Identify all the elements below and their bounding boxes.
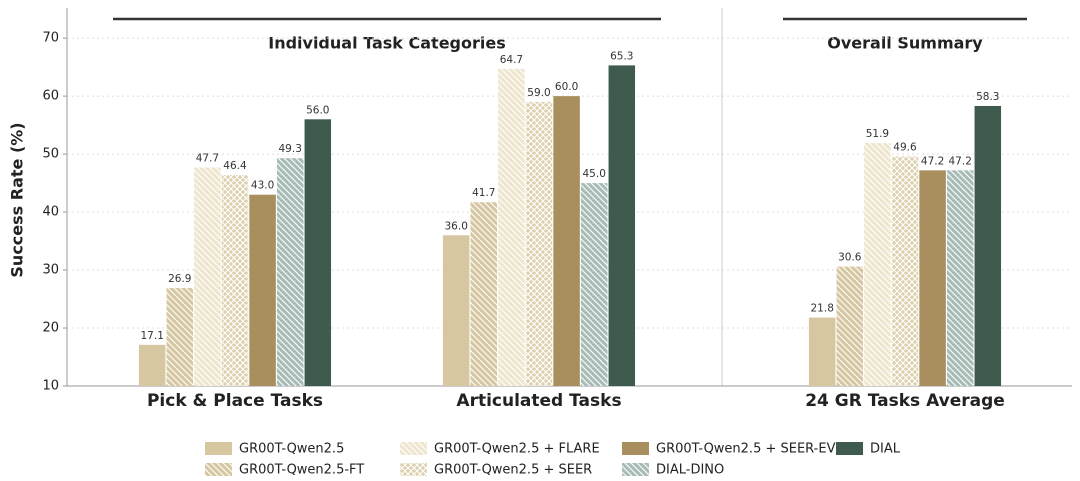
bar	[553, 96, 580, 387]
value-label: 26.9	[168, 273, 191, 285]
y-tick-label: 60	[42, 89, 59, 104]
bar	[221, 174, 249, 386]
value-label: 58.3	[976, 91, 999, 103]
legend-swatch	[205, 463, 232, 476]
bar	[276, 158, 304, 386]
legend-swatch	[622, 463, 649, 476]
value-label: 60.0	[555, 81, 578, 93]
bar	[580, 183, 608, 386]
legend-label: GR00T-Qwen2.5 + SEER-EV	[656, 442, 836, 457]
value-label: 17.1	[141, 330, 164, 342]
x-tick-label: 24 GR Tasks Average	[805, 391, 1005, 411]
legend-label: GR00T-Qwen2.5 + SEER	[434, 463, 592, 478]
value-label: 65.3	[610, 50, 633, 62]
bar	[166, 288, 194, 386]
legend-swatch	[836, 442, 863, 455]
x-tick-label: Pick & Place Tasks	[147, 391, 323, 411]
section-title: Overall Summary	[827, 34, 983, 53]
value-label: 56.0	[306, 104, 329, 116]
legend-label: GR00T-Qwen2.5-FT	[239, 463, 364, 478]
value-label: 36.0	[445, 220, 468, 232]
bar	[808, 317, 836, 386]
legend-swatch	[622, 442, 649, 455]
y-axis-label: Success Rate (%)	[8, 122, 27, 277]
value-label: 21.8	[811, 303, 834, 315]
y-tick-label: 10	[42, 379, 59, 394]
value-label: 49.6	[893, 141, 917, 153]
legend-swatch	[205, 442, 232, 455]
value-label: 45.0	[583, 168, 606, 180]
bar	[249, 194, 276, 386]
value-label: 64.7	[500, 54, 523, 66]
bar	[608, 65, 636, 387]
bar	[498, 68, 525, 386]
value-label: 30.6	[838, 252, 862, 264]
y-tick-label: 40	[42, 205, 59, 220]
legend-label: GR00T-Qwen2.5 + FLARE	[434, 442, 600, 457]
bar	[525, 101, 553, 387]
legend-label: GR00T-Qwen2.5	[239, 442, 344, 457]
legend-swatch	[400, 463, 427, 476]
value-label: 41.7	[472, 187, 495, 199]
y-tick-label: 50	[42, 147, 59, 162]
y-tick-label: 20	[42, 321, 59, 336]
bar	[864, 143, 891, 386]
bar	[194, 167, 221, 386]
legend-swatch	[400, 442, 427, 455]
section-title: Individual Task Categories	[268, 34, 506, 53]
bar	[919, 170, 946, 386]
value-label: 47.2	[949, 155, 972, 167]
bar	[304, 119, 332, 387]
y-tick-label: 70	[42, 31, 59, 46]
bar	[836, 266, 864, 386]
bar	[891, 156, 919, 386]
value-label: 47.7	[196, 152, 219, 164]
value-label: 51.9	[866, 128, 889, 140]
bar	[138, 344, 166, 386]
bar	[946, 170, 974, 386]
legend-label: DIAL-DINO	[656, 463, 724, 478]
value-label: 47.2	[921, 155, 944, 167]
x-tick-label: Articulated Tasks	[456, 391, 621, 411]
legend-label: DIAL	[870, 442, 901, 457]
value-label: 49.3	[279, 143, 302, 155]
value-label: 59.0	[527, 87, 550, 99]
bar	[442, 235, 470, 386]
value-label: 43.0	[251, 180, 274, 192]
bar	[974, 105, 1002, 387]
bar	[470, 202, 498, 386]
y-tick-label: 30	[42, 263, 59, 278]
value-label: 46.4	[223, 160, 247, 172]
